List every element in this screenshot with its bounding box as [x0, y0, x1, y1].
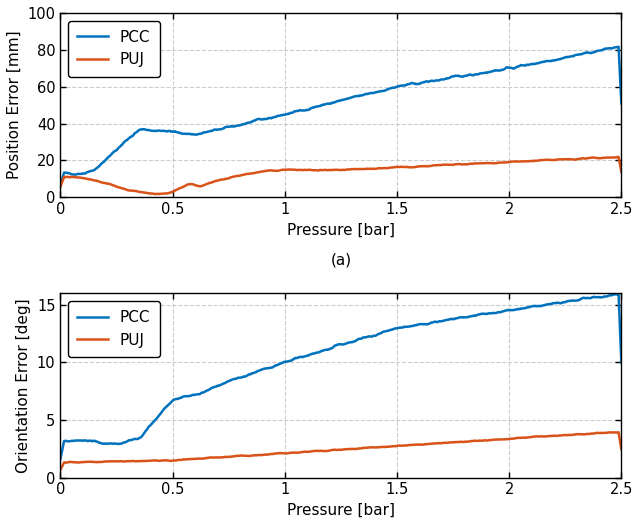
PUJ — [432, 162, 440, 169]
PCC — [614, 291, 622, 297]
PUJ — [387, 444, 395, 450]
PUJ — [480, 160, 488, 166]
X-axis label: Pressure [bar]: Pressure [bar] — [287, 223, 395, 238]
Legend: PCC, PUJ: PCC, PUJ — [68, 301, 159, 357]
PCC — [56, 182, 64, 188]
PUJ — [157, 191, 164, 197]
PCC — [431, 78, 439, 84]
Line: PUJ: PUJ — [60, 157, 621, 194]
PCC — [310, 104, 318, 111]
Line: PCC: PCC — [60, 47, 621, 185]
PUJ — [201, 455, 209, 461]
PCC — [201, 388, 209, 395]
PUJ — [431, 440, 439, 447]
Text: (a): (a) — [330, 253, 351, 268]
PCC — [618, 100, 625, 107]
Legend: PCC, PUJ: PCC, PUJ — [68, 20, 159, 77]
Y-axis label: Orientation Error [deg]: Orientation Error [deg] — [16, 298, 31, 472]
PUJ — [153, 191, 161, 197]
PUJ — [310, 448, 318, 454]
PCC — [387, 327, 395, 333]
PCC — [201, 129, 209, 135]
PUJ — [56, 467, 64, 473]
PUJ — [56, 184, 64, 190]
PCC — [310, 350, 318, 356]
PCC — [156, 412, 163, 418]
PUJ — [388, 164, 396, 171]
PCC — [618, 360, 625, 366]
PUJ — [479, 437, 486, 444]
PUJ — [618, 446, 625, 453]
X-axis label: Pressure [bar]: Pressure [bar] — [287, 503, 395, 518]
PCC — [614, 44, 622, 50]
PUJ — [618, 169, 625, 175]
PUJ — [311, 167, 319, 173]
PUJ — [614, 154, 622, 160]
PCC — [387, 85, 395, 91]
PUJ — [614, 429, 622, 435]
PCC — [431, 319, 439, 325]
PUJ — [156, 458, 163, 464]
Line: PCC: PCC — [60, 294, 621, 459]
Line: PUJ: PUJ — [60, 432, 621, 470]
PUJ — [202, 182, 209, 188]
Y-axis label: Position Error [mm]: Position Error [mm] — [7, 31, 22, 180]
PCC — [479, 70, 486, 76]
PCC — [479, 310, 486, 317]
PCC — [56, 456, 64, 463]
PCC — [156, 128, 163, 134]
